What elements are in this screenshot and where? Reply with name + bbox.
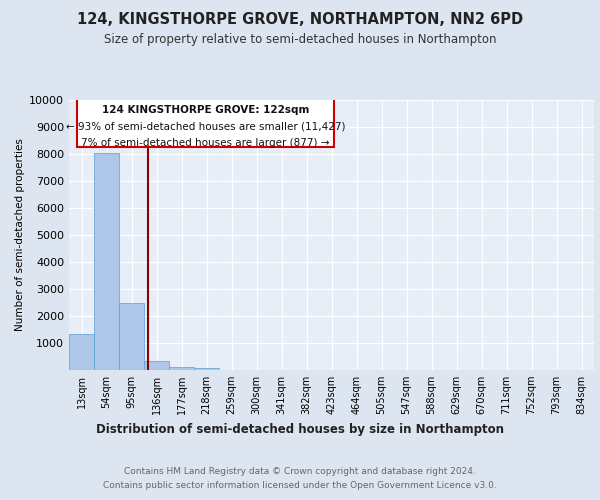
FancyBboxPatch shape (77, 98, 334, 147)
Bar (194, 368, 219, 370)
Bar (119, 302, 144, 370)
Bar (69, 334, 94, 370)
Text: Contains HM Land Registry data © Crown copyright and database right 2024.: Contains HM Land Registry data © Crown c… (124, 468, 476, 476)
Bar (144, 360, 169, 370)
Text: 124, KINGSTHORPE GROVE, NORTHAMPTON, NN2 6PD: 124, KINGSTHORPE GROVE, NORTHAMPTON, NN2… (77, 12, 523, 28)
Text: Distribution of semi-detached houses by size in Northampton: Distribution of semi-detached houses by … (96, 422, 504, 436)
Text: ← 93% of semi-detached houses are smaller (11,427): ← 93% of semi-detached houses are smalle… (66, 122, 345, 132)
Text: 7% of semi-detached houses are larger (877) →: 7% of semi-detached houses are larger (8… (81, 138, 330, 148)
Text: Size of property relative to semi-detached houses in Northampton: Size of property relative to semi-detach… (104, 32, 496, 46)
Text: 124 KINGSTHORPE GROVE: 122sqm: 124 KINGSTHORPE GROVE: 122sqm (102, 106, 309, 116)
Bar (94, 152, 119, 370)
Bar (169, 367, 194, 370)
Y-axis label: Number of semi-detached properties: Number of semi-detached properties (15, 138, 25, 332)
Text: Contains public sector information licensed under the Open Government Licence v3: Contains public sector information licen… (103, 481, 497, 490)
